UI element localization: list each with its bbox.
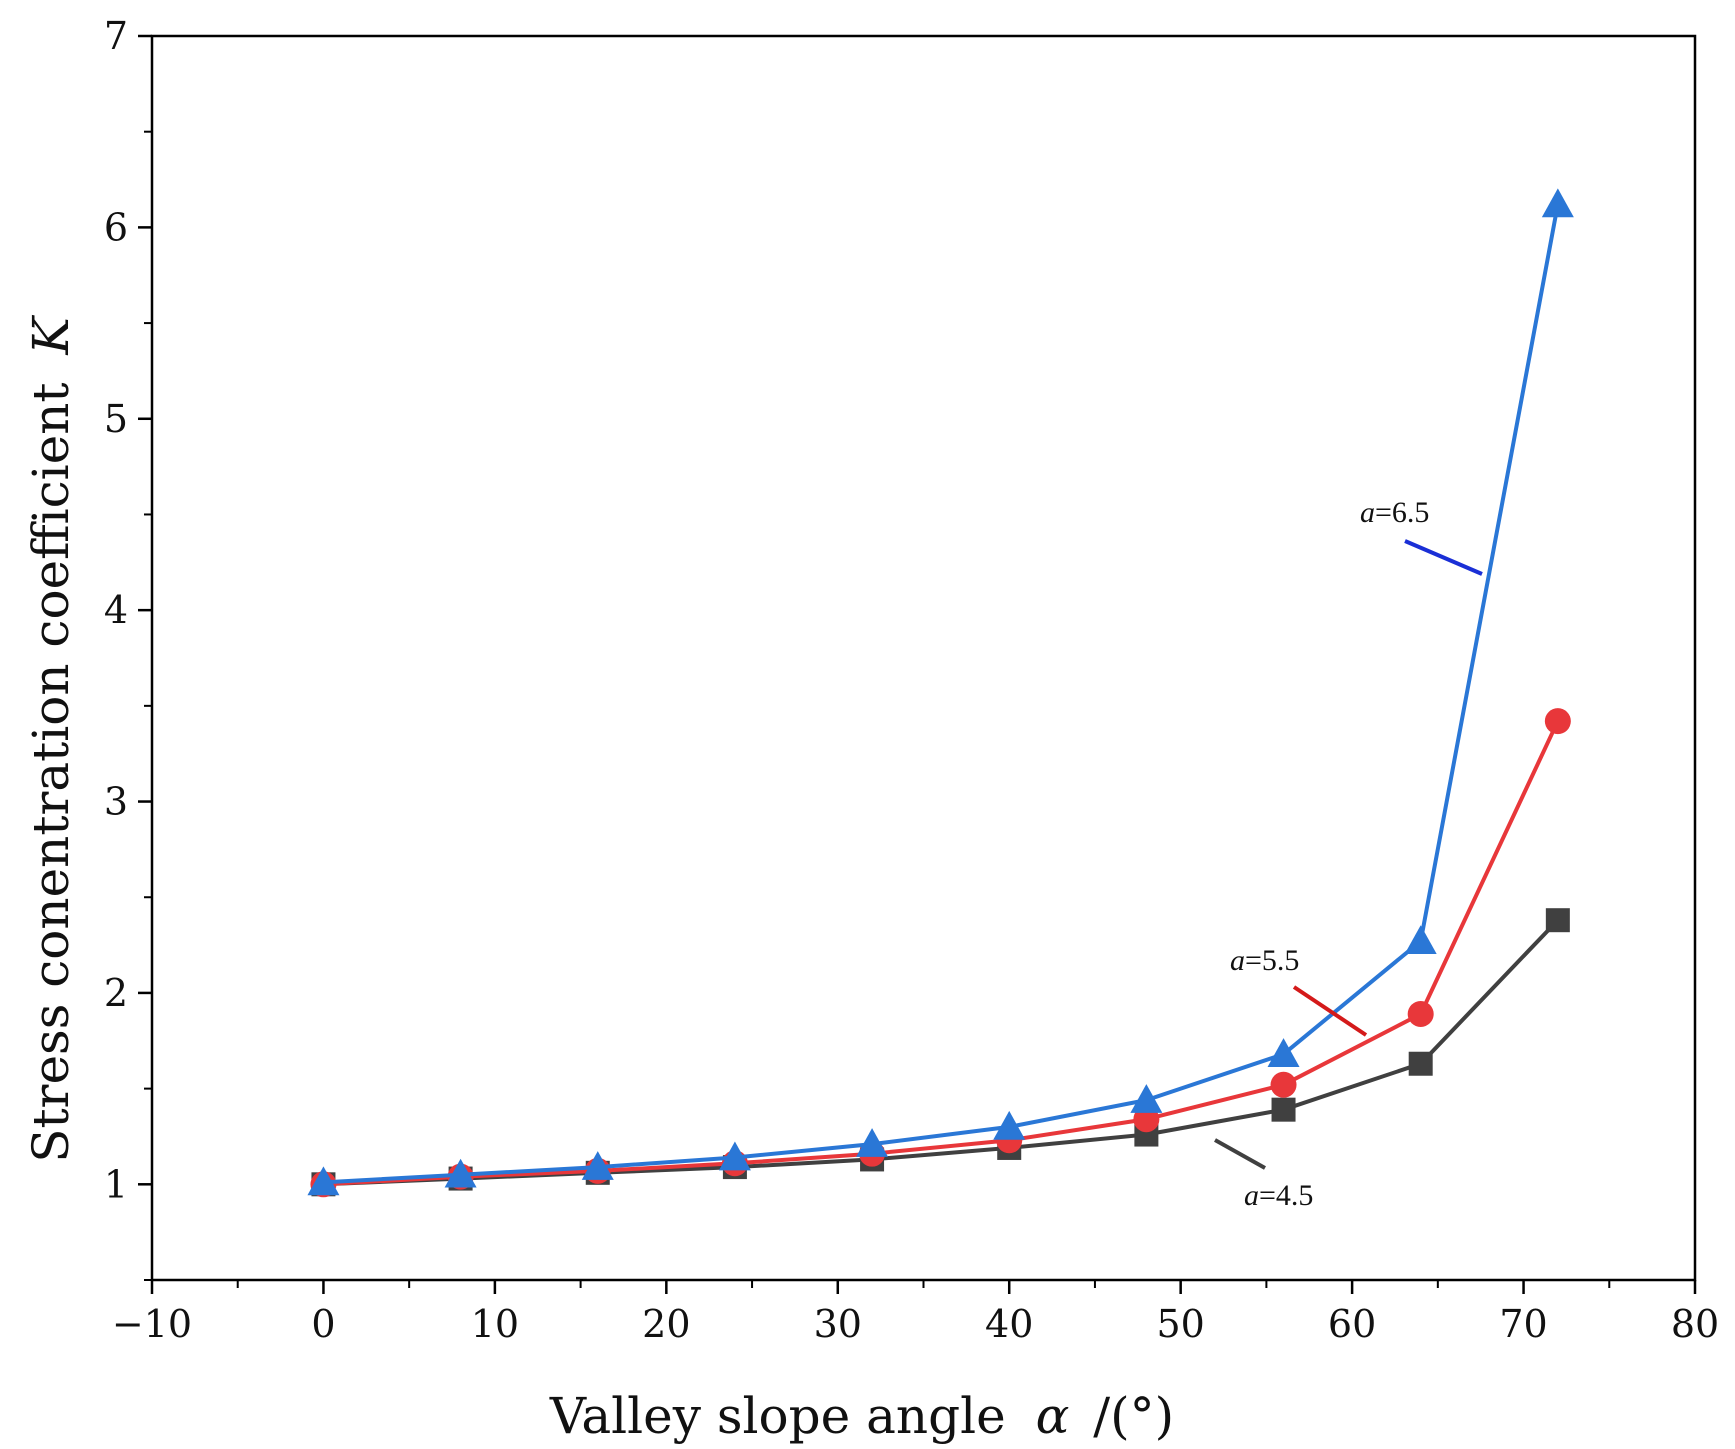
- annotation-leader-line: [1214, 1138, 1266, 1170]
- annotations: a=6.5a=5.5a=4.5: [1214, 496, 1483, 1212]
- y-tick-label: 1: [104, 1162, 128, 1206]
- series-a-6-5: [307, 188, 1574, 1196]
- y-tick-label: 3: [104, 780, 128, 824]
- data-point-triangle: [581, 1151, 614, 1180]
- axes: −10 0 10 20 30 40 50 60 70 80 1 2 3 4 5 6 7: [104, 14, 1719, 1346]
- y-tick-label: 5: [104, 397, 128, 441]
- annotation-label: a=4.5: [1244, 1179, 1313, 1212]
- data-point-square: [1408, 1051, 1433, 1076]
- x-axis-title-symbol: α: [1036, 1387, 1070, 1445]
- data-point-triangle: [993, 1110, 1026, 1140]
- data-point-triangle: [444, 1158, 477, 1188]
- annotation-label-value: =4.5: [1259, 1179, 1313, 1212]
- x-tick-label: 70: [1499, 1302, 1547, 1346]
- data-point-triangle: [1541, 188, 1574, 218]
- x-tick-label: 40: [985, 1302, 1033, 1346]
- annotation-label-value: =5.5: [1245, 944, 1299, 977]
- data-point-circle: [1407, 1000, 1434, 1027]
- annotation-label-italic: a: [1244, 1179, 1259, 1212]
- y-tick-label: 4: [104, 588, 128, 632]
- annotation-label-italic: a: [1360, 496, 1375, 529]
- x-tick-label: 0: [311, 1302, 335, 1346]
- x-tick-label: 30: [814, 1302, 862, 1346]
- series-a-4-5: [311, 908, 1570, 1197]
- data-point-triangle: [856, 1128, 889, 1157]
- annotation-leader-line: [1404, 539, 1483, 576]
- x-tick-label: 60: [1328, 1302, 1376, 1346]
- y-tick-label: 2: [104, 971, 128, 1015]
- annotation-a-6-5: a=6.5: [1360, 496, 1483, 576]
- y-tick-label: 7: [104, 14, 128, 58]
- data-point-square: [1271, 1097, 1296, 1122]
- x-axis-title: Valley slope angle α /(°): [549, 1387, 1174, 1445]
- x-axis-title-text: Valley slope angle: [549, 1387, 1006, 1445]
- x-tick-label: 10: [471, 1302, 519, 1346]
- y-tick-label: 6: [104, 205, 128, 249]
- annotation-label-italic: a: [1230, 944, 1245, 977]
- y-axis-title: Stress conentration coefficient K: [22, 315, 80, 1163]
- x-tick-label: 20: [642, 1302, 690, 1346]
- data-point-triangle: [1404, 925, 1437, 955]
- data-point-circle: [1270, 1071, 1297, 1098]
- plot-frame: [150, 34, 1697, 1282]
- data-point-triangle: [1130, 1084, 1163, 1113]
- data-point-triangle: [307, 1166, 340, 1196]
- data-point-triangle: [1267, 1038, 1300, 1067]
- annotation-label: a=6.5: [1360, 496, 1429, 529]
- series-layer: [307, 188, 1574, 1198]
- annotation-label-value: =6.5: [1375, 496, 1429, 529]
- annotation-a-4-5: a=4.5: [1214, 1138, 1313, 1212]
- x-tick-label: −10: [112, 1302, 192, 1346]
- series-line-a-4-5: [323, 918, 1560, 1187]
- data-point-triangle: [718, 1141, 751, 1171]
- series-line-a-5-5: [323, 720, 1560, 1187]
- x-tick-label: 80: [1671, 1302, 1719, 1346]
- annotation-a-5-5: a=5.5: [1230, 944, 1368, 1037]
- data-point-circle: [1544, 708, 1571, 735]
- y-axis-title-symbol: K: [22, 315, 80, 356]
- y-axis-title-text: Stress conentration coefficient: [22, 382, 80, 1162]
- annotation-leader-line: [1292, 985, 1368, 1037]
- x-axis-title-unit: /(°): [1093, 1387, 1174, 1445]
- x-tick-label: 50: [1156, 1302, 1204, 1346]
- series-a-5-5: [310, 708, 1571, 1198]
- data-point-square: [1545, 908, 1570, 933]
- series-line-a-6-5: [323, 204, 1560, 1185]
- annotation-label: a=5.5: [1230, 944, 1299, 977]
